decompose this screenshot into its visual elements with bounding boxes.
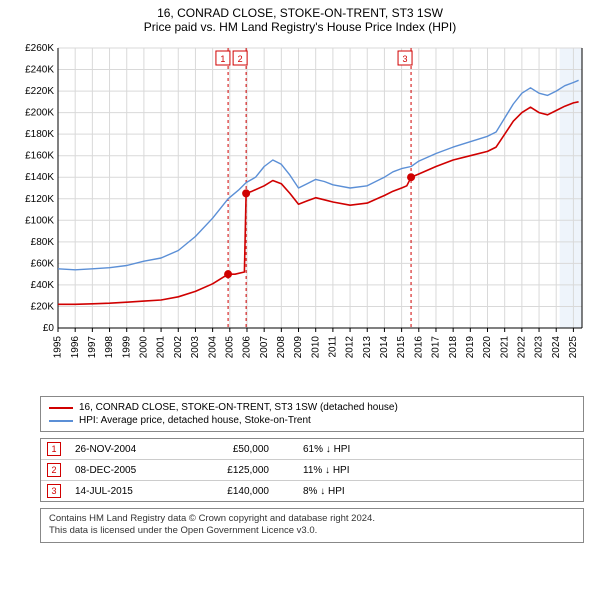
svg-text:£220K: £220K: [25, 86, 54, 97]
svg-text:£160K: £160K: [25, 151, 54, 162]
svg-text:2024: 2024: [551, 336, 562, 359]
svg-text:2: 2: [238, 54, 243, 64]
svg-text:2017: 2017: [431, 336, 442, 359]
event-marker: 2: [47, 463, 61, 477]
event-row: 1 26-NOV-2004 £50,000 61% ↓ HPI: [41, 439, 583, 460]
svg-text:£60K: £60K: [31, 258, 55, 269]
svg-text:2000: 2000: [139, 336, 150, 359]
svg-text:2020: 2020: [482, 336, 493, 359]
event-marker: 3: [47, 484, 61, 498]
svg-text:1: 1: [220, 54, 225, 64]
legend-label: 16, CONRAD CLOSE, STOKE-ON-TRENT, ST3 1S…: [79, 402, 398, 413]
events-table: 1 26-NOV-2004 £50,000 61% ↓ HPI 2 08-DEC…: [40, 438, 584, 502]
svg-text:2005: 2005: [224, 336, 235, 359]
svg-text:2019: 2019: [465, 336, 476, 359]
svg-text:2021: 2021: [499, 336, 510, 359]
footer-line: Contains HM Land Registry data © Crown c…: [49, 513, 575, 525]
svg-text:2008: 2008: [276, 336, 287, 359]
svg-text:£140K: £140K: [25, 172, 54, 183]
svg-text:2006: 2006: [242, 336, 253, 359]
svg-text:1998: 1998: [104, 336, 115, 359]
event-date: 14-JUL-2015: [75, 486, 175, 497]
event-date: 08-DEC-2005: [75, 465, 175, 476]
event-row: 2 08-DEC-2005 £125,000 11% ↓ HPI: [41, 460, 583, 481]
svg-text:£0: £0: [43, 323, 55, 334]
event-pct: 8% ↓ HPI: [283, 486, 577, 497]
svg-text:£20K: £20K: [31, 301, 55, 312]
svg-text:2004: 2004: [207, 336, 218, 359]
svg-text:£40K: £40K: [31, 280, 55, 291]
event-row: 3 14-JUL-2015 £140,000 8% ↓ HPI: [41, 481, 583, 501]
svg-text:2018: 2018: [448, 336, 459, 359]
svg-text:£80K: £80K: [31, 237, 55, 248]
svg-text:1996: 1996: [70, 336, 81, 359]
event-date: 26-NOV-2004: [75, 444, 175, 455]
title-line1: 16, CONRAD CLOSE, STOKE-ON-TRENT, ST3 1S…: [0, 6, 600, 20]
legend-swatch: [49, 420, 73, 422]
title-line2: Price paid vs. HM Land Registry's House …: [0, 20, 600, 34]
event-price: £125,000: [189, 465, 269, 476]
footer-line: This data is licensed under the Open Gov…: [49, 525, 575, 537]
svg-text:£240K: £240K: [25, 65, 54, 76]
svg-text:1997: 1997: [87, 336, 98, 359]
svg-text:2001: 2001: [156, 336, 167, 359]
svg-text:2010: 2010: [310, 336, 321, 359]
svg-text:2022: 2022: [517, 336, 528, 359]
svg-text:£100K: £100K: [25, 215, 54, 226]
svg-text:2012: 2012: [345, 336, 356, 359]
svg-text:2007: 2007: [259, 336, 270, 359]
chart-container: £0 £20K £40K £60K £80K £100K £120K £140K £160K £1…: [10, 38, 590, 388]
svg-text:£200K: £200K: [25, 108, 54, 119]
event-price: £50,000: [189, 444, 269, 455]
legend-item: 16, CONRAD CLOSE, STOKE-ON-TRENT, ST3 1S…: [49, 401, 575, 414]
svg-text:2015: 2015: [396, 336, 407, 359]
svg-text:2002: 2002: [173, 336, 184, 359]
svg-text:2013: 2013: [362, 336, 373, 359]
line-chart: £0 £20K £40K £60K £80K £100K £120K £140K £160K £1…: [10, 38, 590, 388]
footer-attribution: Contains HM Land Registry data © Crown c…: [40, 508, 584, 543]
svg-text:2014: 2014: [379, 336, 390, 359]
svg-text:2025: 2025: [568, 336, 579, 359]
svg-text:£260K: £260K: [25, 43, 54, 54]
svg-text:1999: 1999: [121, 336, 132, 359]
svg-text:2009: 2009: [293, 336, 304, 359]
svg-text:2023: 2023: [534, 336, 545, 359]
event-pct: 61% ↓ HPI: [283, 444, 577, 455]
legend-swatch: [49, 407, 73, 409]
event-price: £140,000: [189, 486, 269, 497]
svg-text:2016: 2016: [413, 336, 424, 359]
legend-item: HPI: Average price, detached house, Stok…: [49, 414, 575, 427]
svg-text:1995: 1995: [53, 336, 64, 359]
svg-text:2003: 2003: [190, 336, 201, 359]
legend: 16, CONRAD CLOSE, STOKE-ON-TRENT, ST3 1S…: [40, 396, 584, 432]
svg-text:£180K: £180K: [25, 129, 54, 140]
chart-title-block: 16, CONRAD CLOSE, STOKE-ON-TRENT, ST3 1S…: [0, 0, 600, 38]
svg-text:3: 3: [403, 54, 408, 64]
svg-text:£120K: £120K: [25, 194, 54, 205]
svg-text:2011: 2011: [328, 336, 339, 358]
event-pct: 11% ↓ HPI: [283, 465, 577, 476]
legend-label: HPI: Average price, detached house, Stok…: [79, 415, 311, 426]
event-marker: 1: [47, 442, 61, 456]
